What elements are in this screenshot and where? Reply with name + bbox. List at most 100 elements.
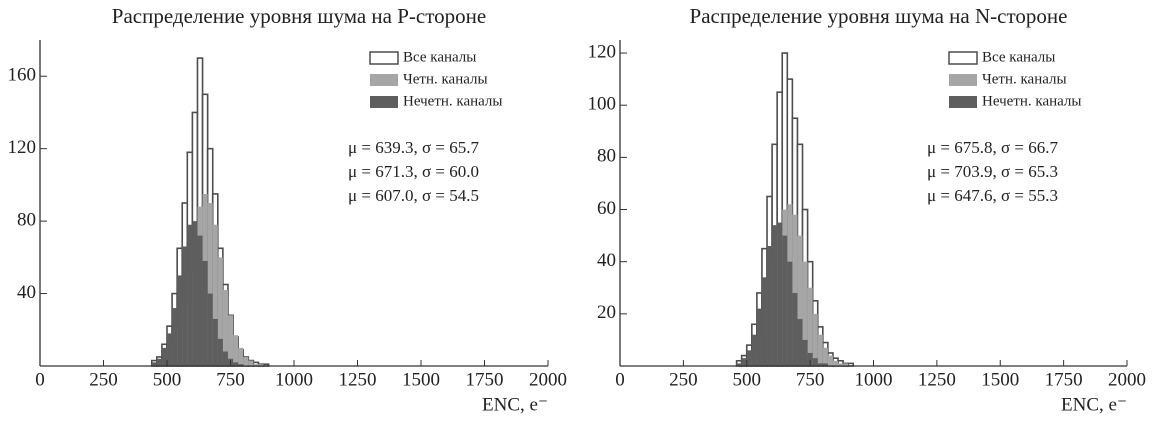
histogram-bar [243,356,249,366]
histogram-bar [822,347,828,366]
legend-label: Все каналы [982,49,1055,65]
histogram-bar [792,292,798,366]
y-tick-label: 80 [597,146,616,167]
histogram-bar [248,360,254,366]
histogram-bar [207,203,213,366]
histogram-bar [187,224,193,366]
x-tick-label: 1750 [1045,369,1083,390]
legend-swatch [370,74,398,86]
histogram-bar [787,261,793,366]
x-tick-label: 2000 [529,369,567,390]
histogram-bar [233,335,239,366]
x-tick-label: 750 [216,369,245,390]
legend-label: Четн. каналы [403,71,488,87]
annotation: μ = 607.0, σ = 54.5 [348,186,479,205]
histogram-bar [227,315,234,366]
histogram-bar [217,338,223,366]
histogram-bar [212,224,218,366]
legend-label: Четн. каналы [982,71,1067,87]
x-tick-label: 1500 [981,369,1019,390]
legend-swatch [370,96,398,108]
histogram-bar [812,313,818,366]
histogram-bar [212,318,218,366]
histogram-bar [802,261,808,366]
histogram-bar [222,351,228,366]
histogram-bar [177,275,183,366]
y-tick-label: 80 [17,209,36,230]
histogram-bar [172,308,178,366]
y-tick-label: 40 [17,282,36,303]
histogram-bar [822,363,828,366]
histogram-bar [832,360,839,366]
x-tick-label: 0 [35,369,45,390]
x-tick-label: 1250 [339,369,377,390]
histogram-bar [233,362,239,366]
x-tick-label: 1000 [275,369,313,390]
x-axis-label: ENC, e⁻ [1061,394,1127,415]
histogram-bar [807,352,813,366]
histogram-bar [736,363,742,366]
histogram-bar [843,363,849,366]
x-tick-label: 250 [89,369,118,390]
histogram-bar [761,277,768,366]
histogram-bar [817,334,823,366]
histogram-bar [182,246,188,366]
histogram-bar [792,214,798,366]
x-tick-label: 2000 [1108,369,1146,390]
x-tick-label: 0 [615,369,625,390]
histogram-bar [151,362,157,366]
legend-label: Нечетн. каналы [403,93,503,109]
x-tick-label: 1750 [466,369,504,390]
legend-swatch [948,51,978,65]
y-tick-label: 40 [597,250,616,271]
x-tick-label: 1000 [855,369,893,390]
y-tick-label: 120 [588,41,617,62]
chart-title: Распределение уровня шума на P-стороне [112,4,486,28]
histogram-bar [258,364,264,366]
legend-label: Нечетн. каналы [982,93,1082,109]
x-tick-label: 500 [153,369,182,390]
y-tick-label: 20 [597,302,616,323]
histogram-bar [156,358,162,366]
histogram-bar [807,287,813,366]
x-tick-label: 250 [669,369,698,390]
x-tick-label: 1500 [402,369,440,390]
legend-swatch [369,51,399,65]
x-tick-label: 750 [796,369,825,390]
histogram-bar [817,363,823,366]
y-tick-label: 120 [8,137,37,158]
histogram-bar [741,358,747,366]
histogram-bar [797,235,803,366]
histogram-bar [253,364,259,366]
annotation: μ = 703.9, σ = 65.3 [927,162,1058,181]
histogram-bar [838,363,844,366]
chart-title: Распределение уровня шума на N-стороне [690,4,1068,28]
histogram-bar [751,334,757,366]
histogram-bar [217,257,223,366]
histogram-bar [167,333,173,366]
histogram-bar [802,339,808,366]
histogram-bar [207,293,213,366]
legend-label: Все каналы [403,49,476,65]
histogram-bar [192,221,198,366]
annotation: μ = 675.8, σ = 66.7 [927,138,1058,157]
histogram-bar [767,246,773,366]
histogram-bar [782,235,788,366]
histogram-bar [746,350,752,366]
histogram-bar [777,222,783,366]
histogram-bar [827,355,833,366]
annotation: μ = 647.6, σ = 55.3 [927,186,1058,205]
x-axis-label: ENC, e⁻ [482,394,548,415]
annotation: μ = 671.3, σ = 60.0 [348,162,479,181]
legend-swatch [949,74,977,86]
histogram-bar [202,260,208,366]
histogram-bar [161,347,167,366]
histogram-bar [797,319,803,366]
annotation: μ = 639.3, σ = 65.7 [348,138,479,157]
histogram-bar [222,289,228,366]
y-tick-label: 60 [597,198,616,219]
y-tick-label: 160 [8,65,37,86]
x-tick-label: 1250 [918,369,956,390]
y-tick-label: 100 [588,94,617,115]
